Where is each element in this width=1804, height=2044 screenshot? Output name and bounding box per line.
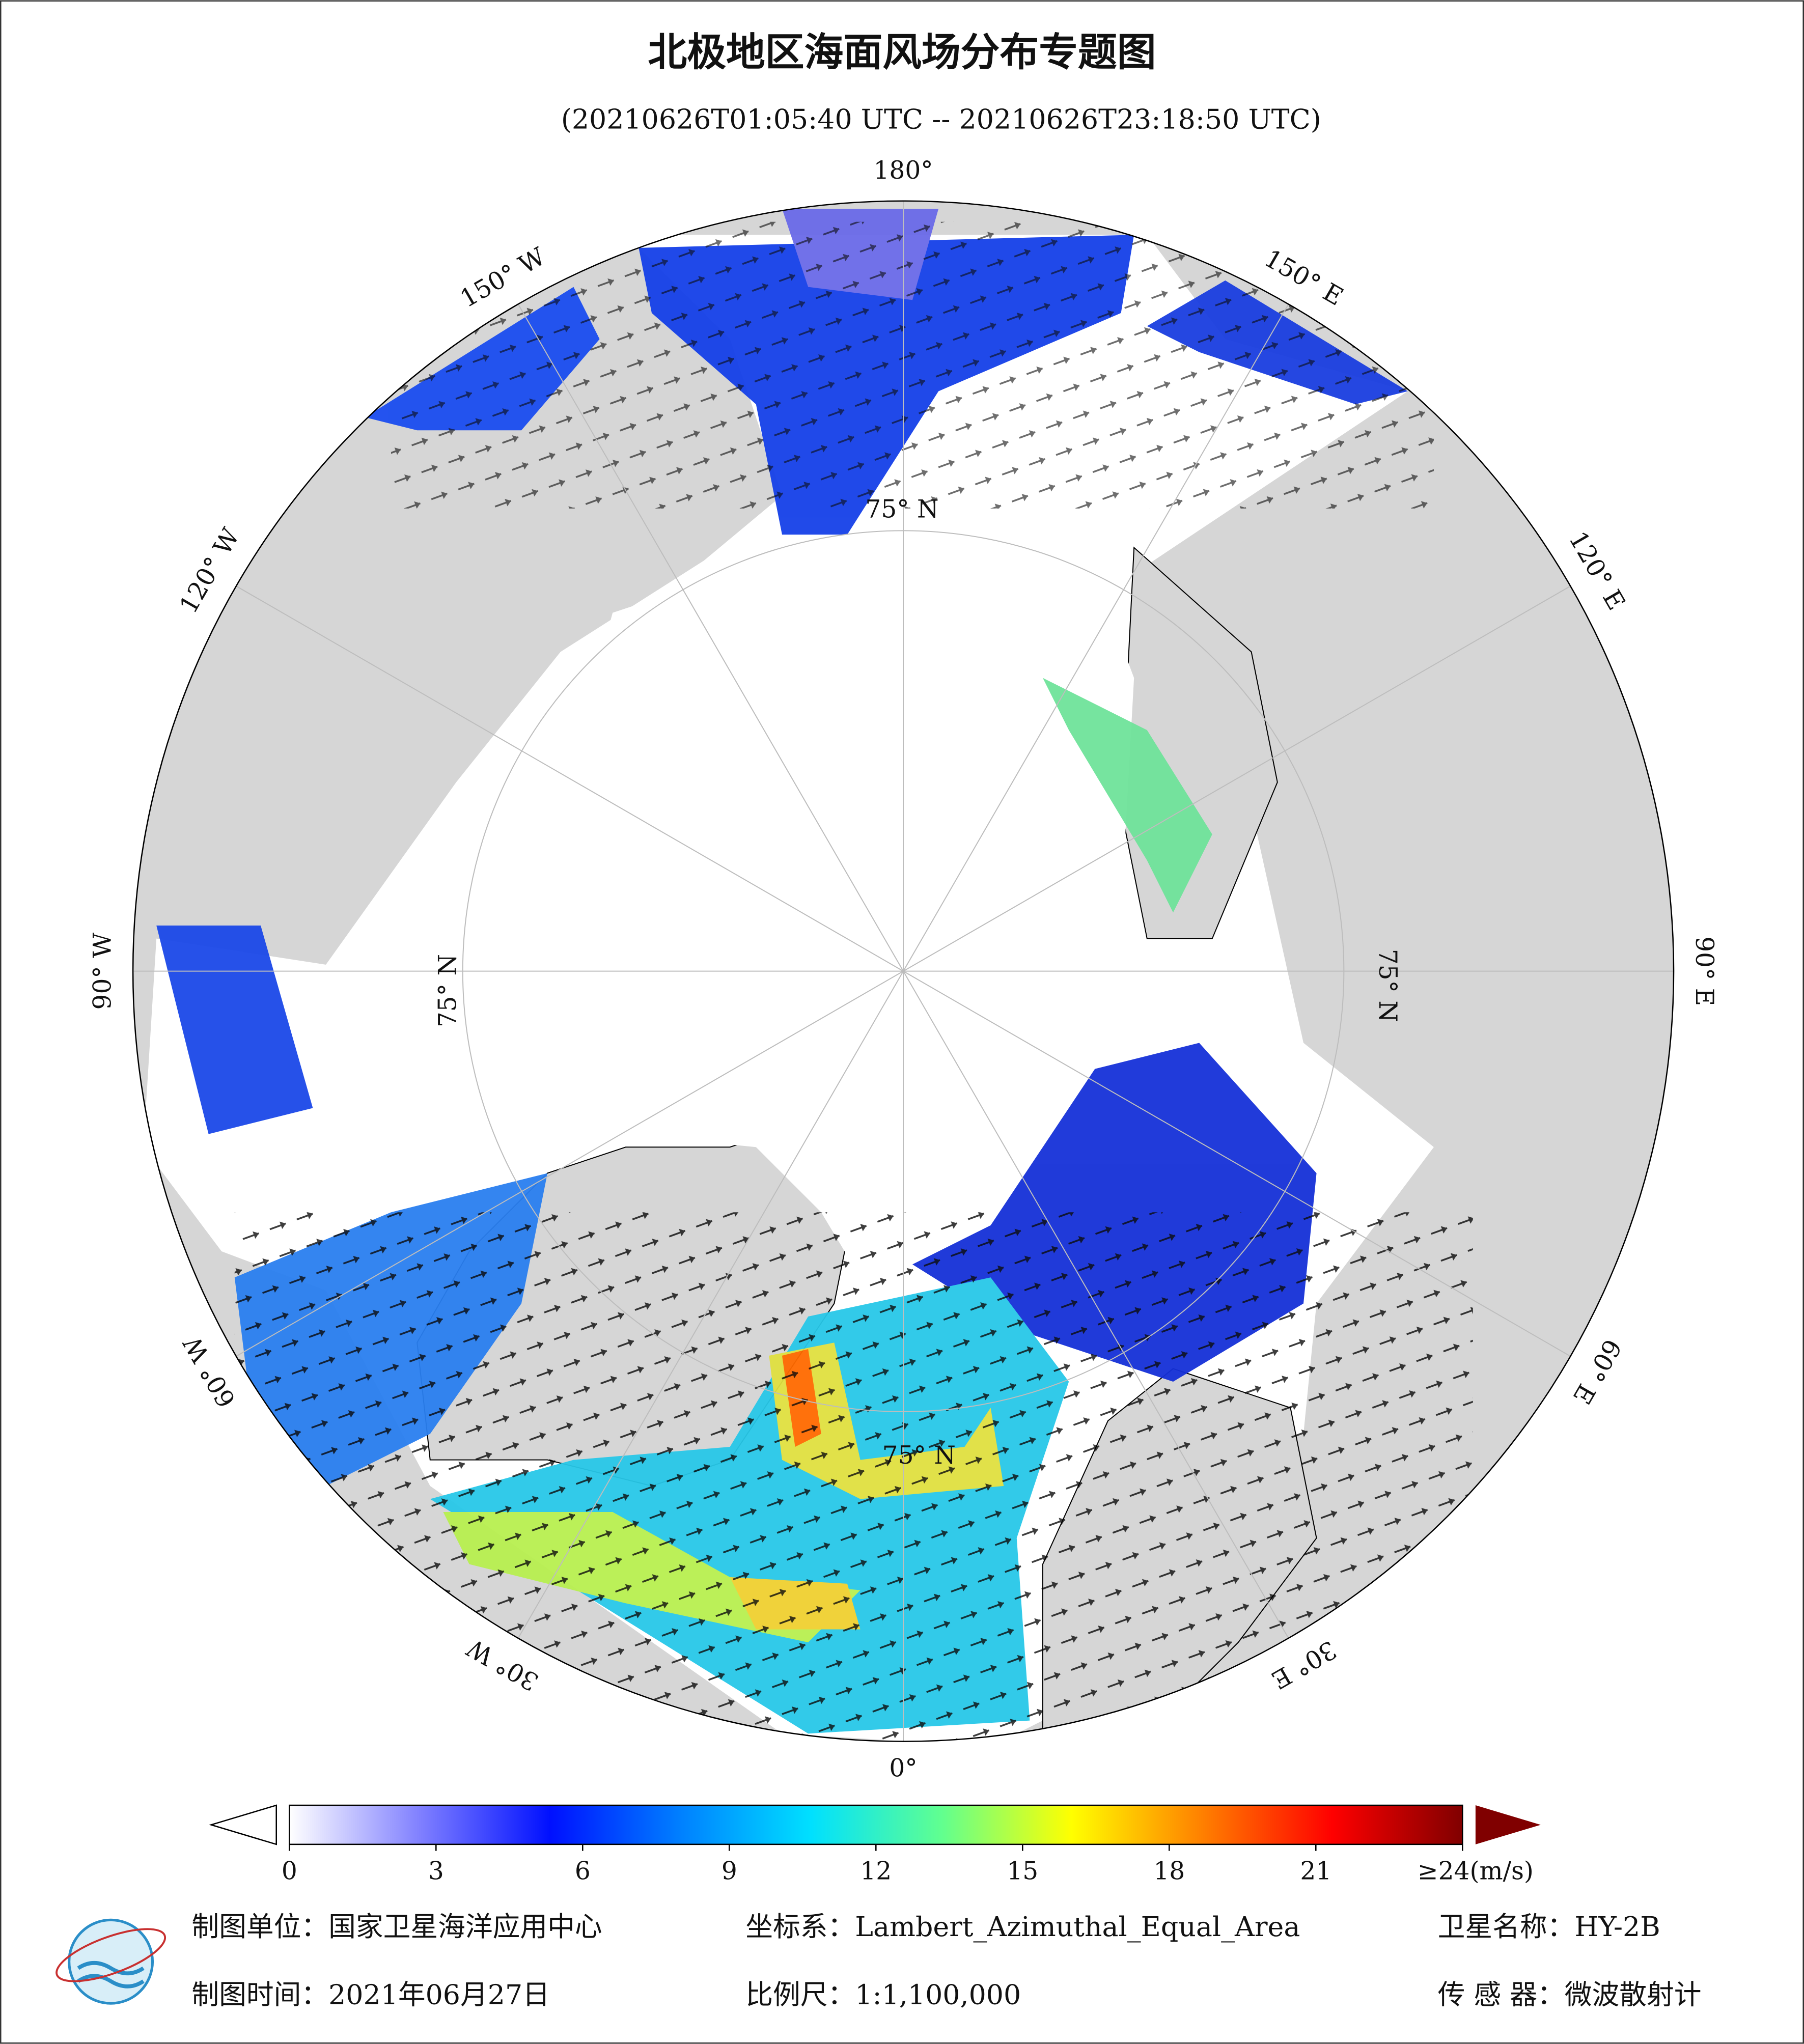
- wind-field: [156, 209, 1473, 1742]
- footer-scale: 比例尺：1:1,100,000: [745, 1978, 1021, 2010]
- meridian: [517, 303, 904, 972]
- footer-crs: 坐标系：Lambert_Azimuthal_Equal_Area: [745, 1911, 1300, 1943]
- logo: [55, 1918, 166, 2005]
- graticule: [133, 201, 1674, 1742]
- meridian: [903, 971, 1289, 1639]
- cb-tick-label: 12: [860, 1857, 892, 1886]
- footer-date: 制图时间：2021年06月27日: [191, 1978, 550, 2010]
- cb-bar: [289, 1804, 1463, 1845]
- map-border: [132, 200, 1675, 1742]
- map: [133, 201, 1674, 1742]
- lon-label: 0°: [889, 1754, 917, 1782]
- footer-sensor: 传 感 器：微波散射计: [1438, 1978, 1702, 2010]
- lon-label: 180°: [873, 156, 933, 185]
- colorbar: 0 3 6 9 12 15 18 21 ≥24(m/s): [209, 1804, 1541, 1886]
- footer-unit: 制图单位：国家卫星海洋应用中心: [191, 1911, 602, 1943]
- meridian: [236, 970, 904, 1357]
- cb-tick-label: 18: [1153, 1857, 1185, 1886]
- subtitle: (20210626T01:05:40 UTC -- 20210626T23:18…: [561, 103, 1321, 135]
- cb-under: [209, 1804, 277, 1845]
- lat-label: 75° N: [1373, 949, 1402, 1022]
- footer-satellite: 卫星名称：HY-2B: [1438, 1911, 1660, 1943]
- cb-tick-label: ≥24(m/s): [1418, 1857, 1534, 1886]
- cb-tick-label: 9: [721, 1857, 737, 1886]
- meridian: [903, 970, 1571, 1357]
- meridian: [903, 585, 1571, 972]
- meridian: [236, 585, 904, 972]
- cb-over: [1475, 1805, 1541, 1844]
- cb-tick-label: 21: [1300, 1857, 1331, 1886]
- cb-tick-label: 6: [575, 1857, 591, 1886]
- sea-ice: [534, 547, 1134, 1278]
- meridian: [517, 971, 904, 1639]
- lat-label: 75° N: [882, 1441, 956, 1470]
- meridian: [903, 303, 1289, 972]
- cb-tick-label: 15: [1007, 1857, 1038, 1886]
- cb-tick-label: 3: [428, 1857, 444, 1886]
- lat-label: 75° N: [434, 954, 462, 1027]
- lat-label: 75° N: [865, 495, 938, 523]
- title: 北极地区海面风场分布专题图: [648, 30, 1156, 75]
- lon-label: 90° W: [88, 933, 117, 1010]
- lon-label: 90° E: [1690, 936, 1718, 1006]
- cb-tick-label: 0: [282, 1857, 297, 1886]
